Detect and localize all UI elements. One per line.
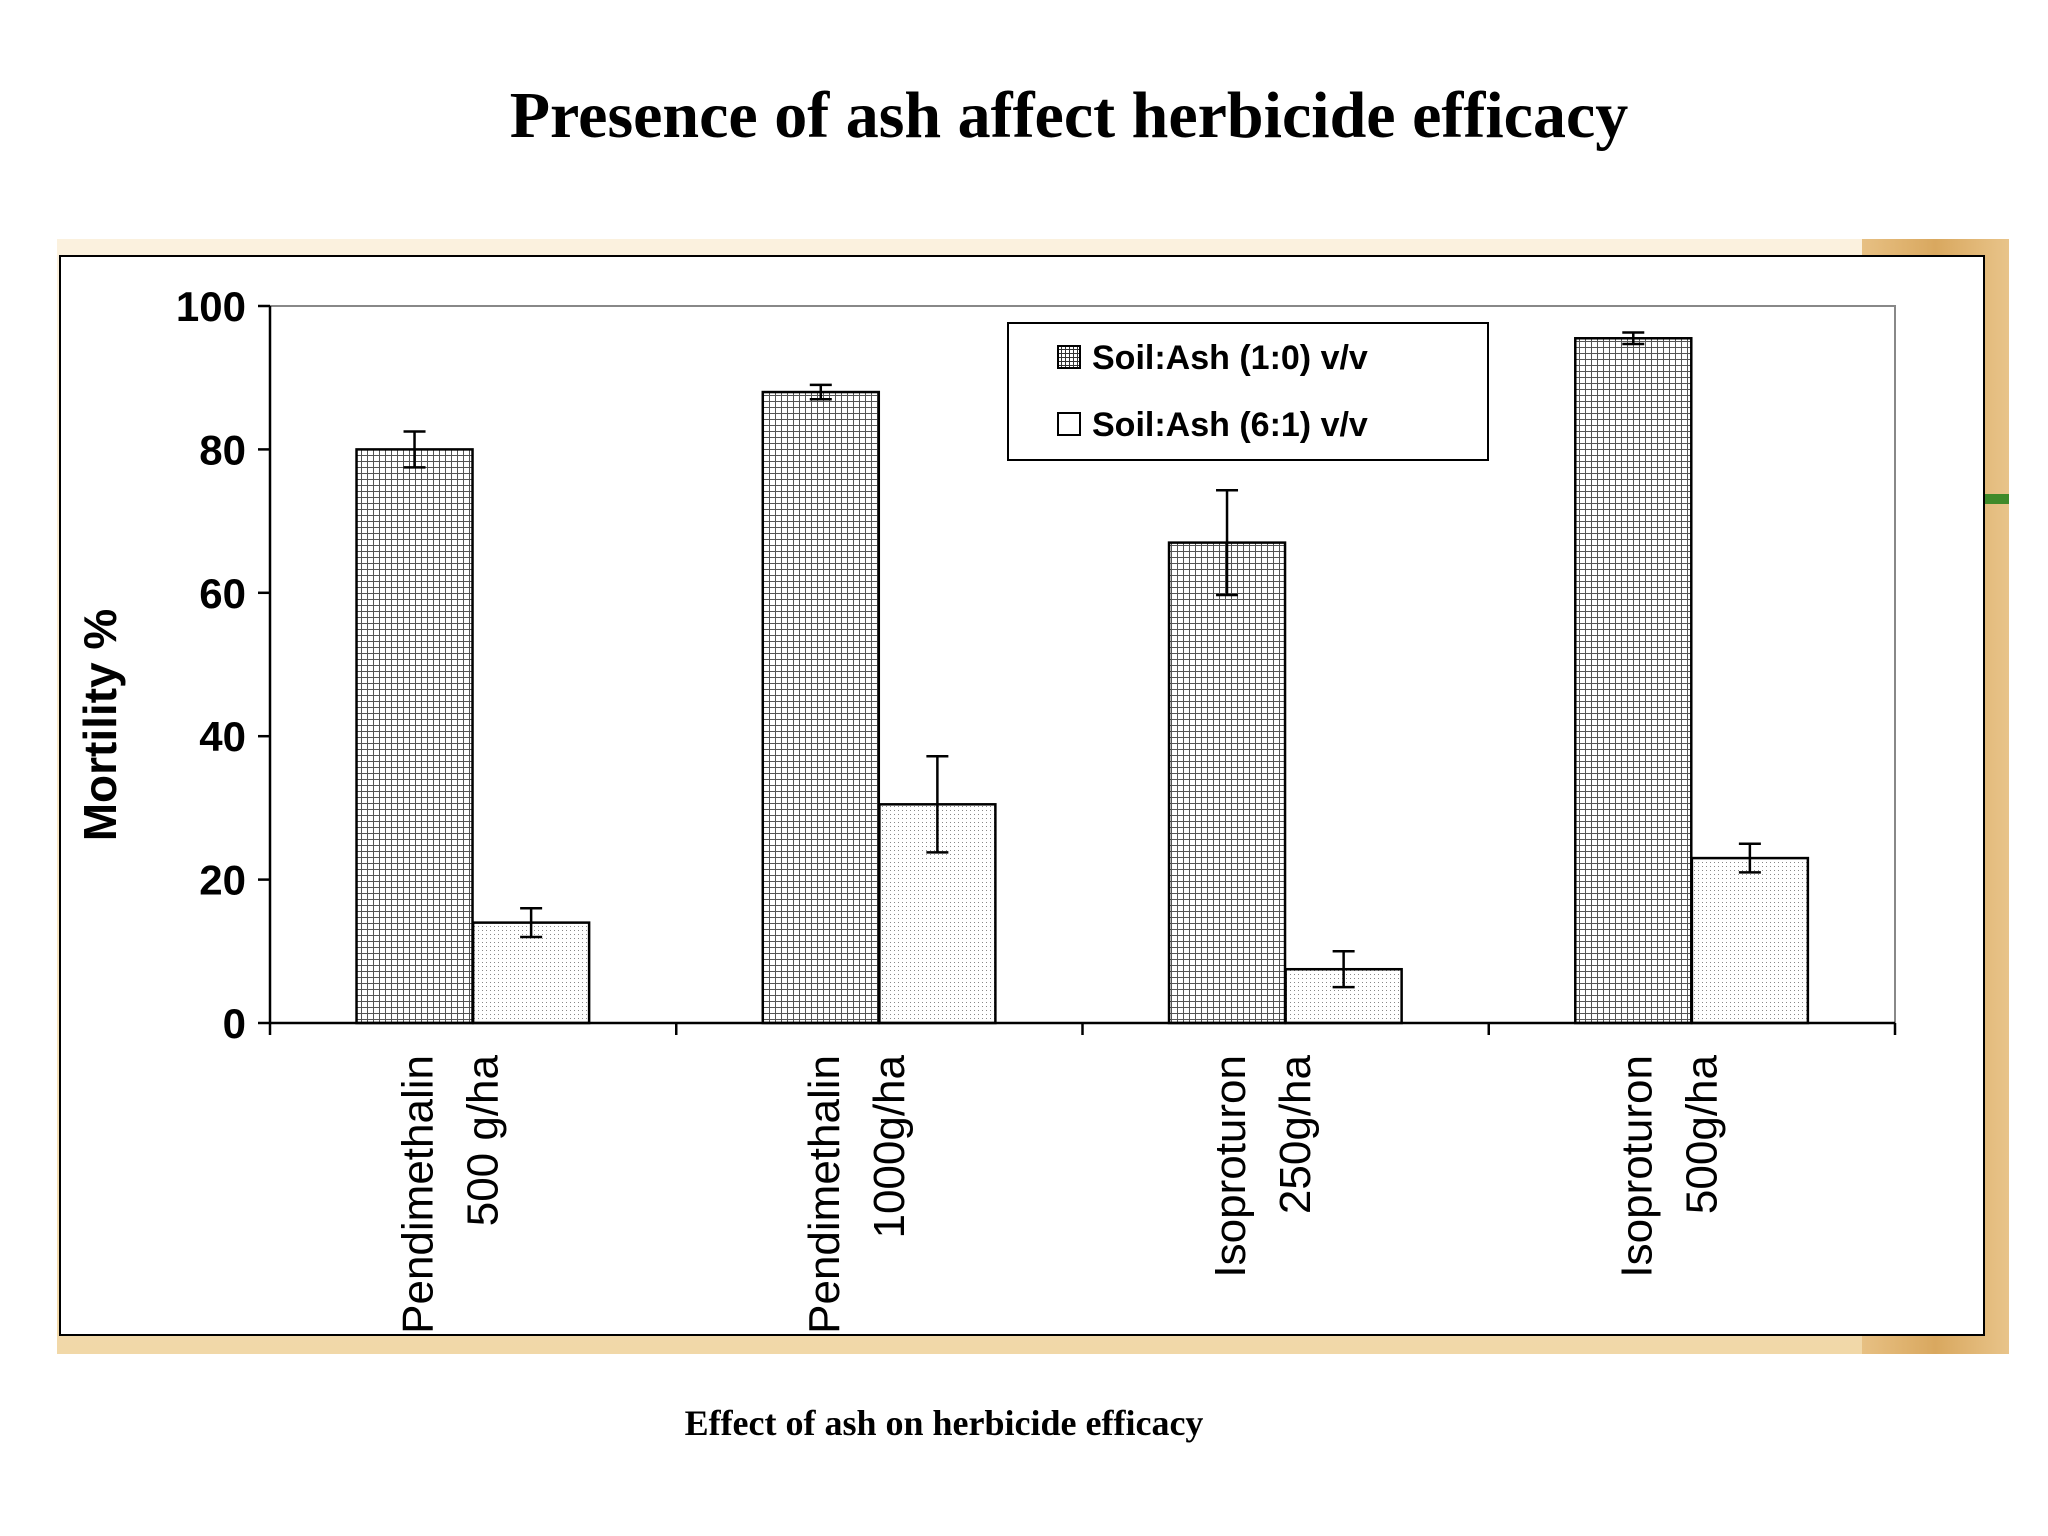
y-tick-label-60: 60	[199, 570, 246, 617]
bar-series-1-3	[1167, 541, 1287, 1025]
x-category-label-4-line-1: Isoproturon	[1612, 1055, 1661, 1278]
x-category-label-4-line-2: 500g/ha	[1677, 1054, 1726, 1214]
legend-swatch-series-2	[1057, 412, 1081, 436]
y-tick-label-0: 0	[223, 1000, 246, 1047]
bar-series-1-4	[1574, 337, 1693, 1025]
figure-caption: Effect of ash on herbicide efficacy	[684, 1403, 1204, 1443]
legend: Soil:Ash (1:0) v/v Soil:Ash (6:1) v/v	[1007, 322, 1489, 461]
bar-series-2-4	[1690, 856, 1810, 1025]
chart-frame: 0 20 40 60 80 100 Pendimethalin 500 g/ha Pendime…	[59, 255, 1985, 1336]
slide-title: Presence of ash affect herbicide efficac…	[509, 79, 1629, 152]
axes: 0 20 40 60 80 100 Pendimethalin 500 g/ha Pendime…	[176, 283, 1897, 1334]
x-category-label-2-line-1: Pendimethalin	[800, 1055, 849, 1334]
bar-chart: 0 20 40 60 80 100 Pendimethalin 500 g/ha Pendime…	[74, 283, 1897, 1334]
x-category-label-1-line-2: 500 g/ha	[459, 1054, 508, 1226]
bar-series-1-1	[355, 448, 474, 1025]
x-category-label-1-line-1: Pendimethalin	[394, 1055, 443, 1334]
legend-label-series-2: Soil:Ash (6:1) v/v	[1092, 406, 1368, 444]
x-category-label-3-line-2: 250g/ha	[1271, 1054, 1320, 1214]
y-tick-label-80: 80	[199, 426, 246, 473]
legend-swatch-series-1	[1057, 345, 1081, 369]
y-axis-label: Mortility %	[74, 609, 126, 842]
y-tick-label-40: 40	[199, 713, 246, 760]
y-tick-label-20: 20	[199, 857, 246, 904]
x-category-label-2-line-2: 1000g/ha	[865, 1054, 914, 1238]
legend-label-series-1: Soil:Ash (1:0) v/v	[1092, 339, 1368, 377]
y-tick-label-100: 100	[176, 283, 246, 330]
legend-box	[1007, 322, 1489, 461]
plot-area	[269, 305, 1896, 1025]
x-category-label-3-line-1: Isoproturon	[1206, 1055, 1255, 1278]
decorative-green-line	[1982, 494, 2009, 504]
bar-series-1-2	[761, 390, 881, 1025]
